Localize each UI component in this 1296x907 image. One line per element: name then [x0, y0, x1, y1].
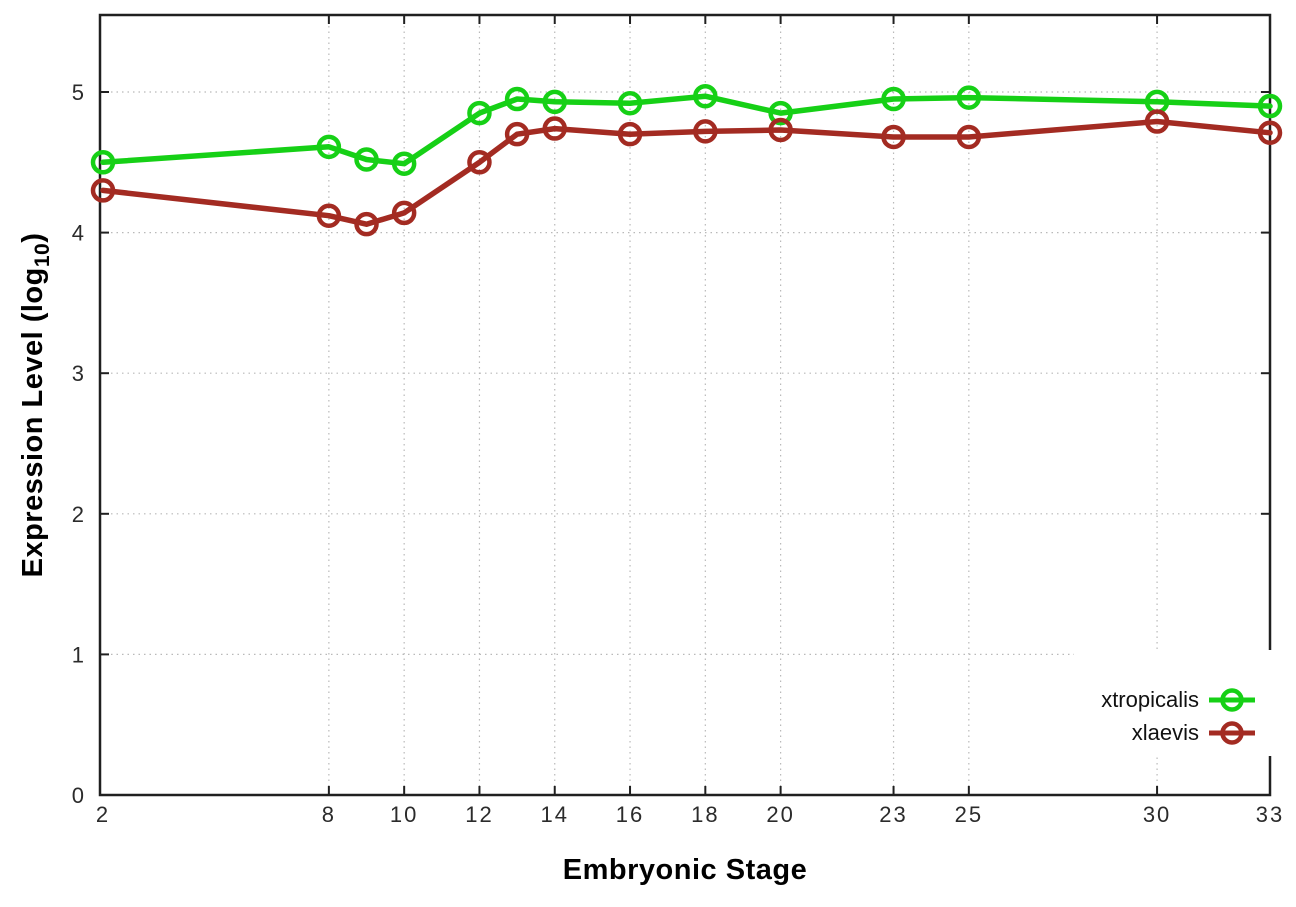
- series-line-xtropicalis: [100, 93, 1273, 167]
- series-point-xlaevis: [542, 116, 567, 141]
- y-tick-label: 1: [72, 642, 86, 667]
- series-point-xtropicalis: [617, 90, 643, 116]
- series-point-xlaevis: [768, 117, 793, 143]
- x-tick-label: 33: [1256, 802, 1284, 827]
- series-point-xlaevis: [90, 178, 116, 203]
- x-tick-label: 10: [390, 802, 418, 827]
- x-tick-label: 16: [616, 802, 644, 827]
- series-point-xtropicalis: [90, 150, 116, 175]
- legend-entry-xtropicalis: xtropicalis: [1074, 683, 1292, 716]
- x-tick-label: 18: [691, 802, 719, 827]
- y-tick-label: 2: [72, 502, 86, 527]
- plot-border: [98, 13, 1272, 797]
- series-point-xtropicalis: [881, 86, 906, 112]
- x-tick-label: 14: [540, 802, 568, 827]
- series-point-xtropicalis: [504, 86, 530, 112]
- series-point-xtropicalis: [316, 134, 342, 160]
- series-point-xtropicalis: [391, 151, 417, 176]
- series-point-xtropicalis: [693, 83, 718, 109]
- series-point-xtropicalis: [768, 100, 793, 126]
- legend-label-xlaevis: xlaevis: [1131, 719, 1199, 745]
- series-point-xlaevis: [693, 119, 718, 144]
- series-point-xlaevis: [504, 121, 530, 147]
- x-axis-label: Embryonic Stage: [562, 854, 808, 886]
- y-axis-label: Expression Level (log10): [17, 233, 55, 578]
- series-point-xlaevis: [956, 124, 982, 150]
- x-tick-label: 2: [96, 802, 110, 827]
- series-point-xtropicalis: [956, 85, 982, 110]
- series-point-xlaevis: [1144, 109, 1170, 134]
- legend-label-xtropicalis: xtropicalis: [1101, 686, 1199, 712]
- y-tick-label: 0: [72, 783, 86, 808]
- y-axis-label-suffix: ): [17, 232, 49, 243]
- legend: xtropicalis xlaevis: [1074, 650, 1292, 756]
- x-tick-label: 25: [955, 802, 983, 827]
- x-tick-label: 20: [766, 802, 794, 827]
- y-axis-label-subscript: 10: [31, 242, 54, 268]
- legend-entry-xlaevis: xlaevis: [1074, 716, 1292, 749]
- y-tick-label: 3: [72, 361, 86, 386]
- series-point-xlaevis: [316, 203, 342, 228]
- y-tick-label: 4: [72, 221, 86, 246]
- series-point-xlaevis: [617, 121, 643, 147]
- series-point-xtropicalis: [1257, 93, 1283, 119]
- series-point-xlaevis: [881, 124, 906, 150]
- x-tick-label: 30: [1143, 802, 1171, 827]
- legend-marker-xlaevis-icon: [1209, 720, 1255, 745]
- series-point-xtropicalis: [467, 100, 492, 126]
- y-axis-label-text: Expression Level (log: [17, 267, 49, 578]
- series-point-xtropicalis: [542, 89, 567, 115]
- series-point-xlaevis: [391, 200, 417, 226]
- series-point-xlaevis: [1257, 120, 1283, 146]
- series-line-xlaevis: [100, 118, 1273, 227]
- series-point-xtropicalis: [354, 147, 379, 172]
- series-point-xlaevis: [354, 211, 379, 237]
- x-tick-label: 8: [322, 802, 336, 827]
- y-tick-label: 5: [72, 80, 86, 105]
- x-tick-label: 12: [465, 802, 493, 827]
- x-tick-label: 23: [879, 802, 907, 827]
- legend-marker-xtropicalis-icon: [1209, 687, 1255, 712]
- series-point-xlaevis: [467, 150, 492, 175]
